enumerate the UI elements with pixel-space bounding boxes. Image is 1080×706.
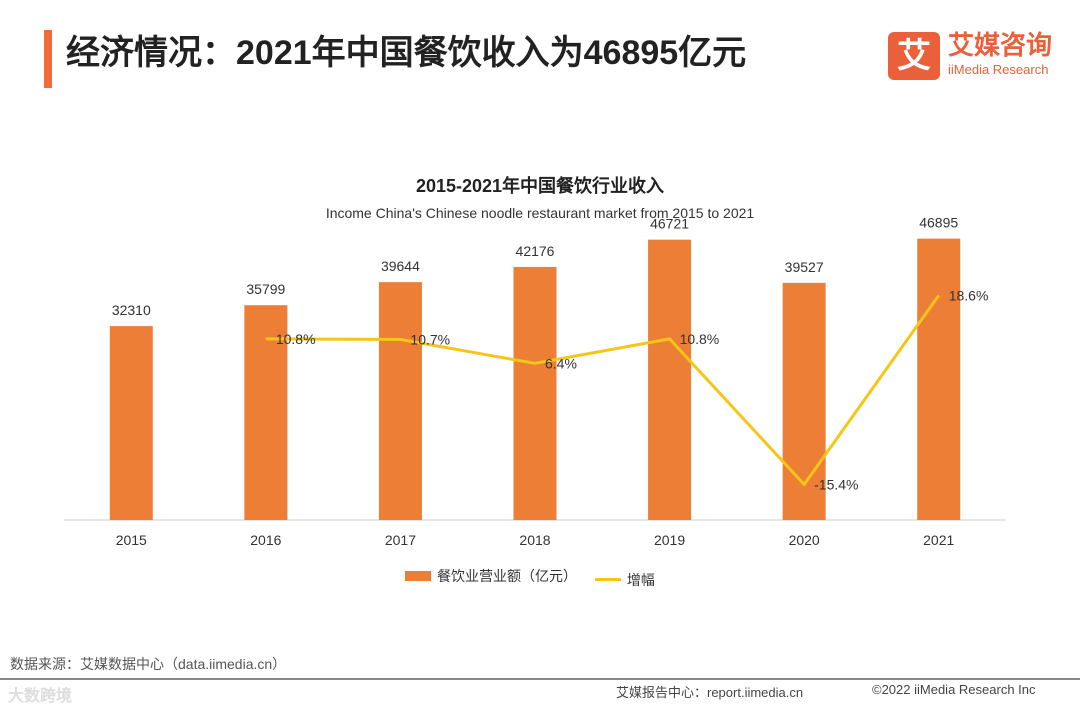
bar-value-label-2019: 46721 bbox=[650, 216, 689, 232]
title-accent-bar bbox=[44, 30, 52, 88]
x-tick-label-2019: 2019 bbox=[654, 532, 685, 548]
bar-value-label-2016: 35799 bbox=[246, 281, 285, 297]
iimedia-logo: 艾 艾媒咨询 iiMedia Research bbox=[888, 28, 1068, 84]
chart-subtitle: Income China's Chinese noodle restaurant… bbox=[325, 205, 755, 221]
growth-label-2020: -15.4% bbox=[814, 476, 858, 492]
x-tick-label-2018: 2018 bbox=[519, 532, 550, 548]
bar-2016 bbox=[244, 305, 288, 520]
x-tick-label-2015: 2015 bbox=[116, 532, 147, 548]
bar-value-label-2021: 46895 bbox=[919, 215, 958, 231]
chart-legend: 餐饮业营业额（亿元） 增幅 bbox=[405, 566, 669, 590]
legend-bar-swatch bbox=[405, 571, 431, 581]
growth-label-2021: 18.6% bbox=[949, 288, 989, 304]
x-tick-label-2017: 2017 bbox=[385, 532, 416, 548]
copyright: ©2022 iiMedia Research Inc bbox=[872, 682, 1036, 697]
data-source: 数据来源：艾媒数据中心（data.iimedia.cn） bbox=[10, 656, 287, 672]
legend-label-revenue: 餐饮业营业额（亿元） bbox=[437, 568, 577, 584]
footer-divider bbox=[0, 678, 1080, 680]
x-tick-label-2020: 2020 bbox=[789, 532, 820, 548]
growth-line bbox=[265, 294, 940, 486]
growth-label-2016: 10.8% bbox=[276, 331, 316, 347]
logo-name-cn: 艾媒咨询 bbox=[948, 30, 1053, 60]
bar-2020 bbox=[782, 282, 826, 520]
bar-2017 bbox=[378, 282, 422, 520]
bar-value-label-2020: 39527 bbox=[785, 259, 824, 275]
report-center-link[interactable]: 艾媒报告中心：report.iimedia.cn bbox=[616, 685, 804, 700]
bar-value-label-2015: 32310 bbox=[112, 302, 151, 318]
x-tick-label-2016: 2016 bbox=[250, 532, 281, 548]
bar-2015 bbox=[109, 326, 153, 520]
page-title: 经济情况：2021年中国餐饮收入为46895亿元 bbox=[66, 34, 747, 72]
legend-label-growth: 增幅 bbox=[626, 571, 655, 588]
legend-line-swatch bbox=[594, 578, 621, 581]
x-tick-label-2021: 2021 bbox=[923, 532, 954, 548]
bar-value-label-2018: 42176 bbox=[516, 243, 555, 259]
logo-name-en: iiMedia Research bbox=[948, 62, 1049, 77]
growth-label-2018: 6.4% bbox=[545, 355, 577, 371]
growth-label-2017: 10.7% bbox=[410, 331, 450, 347]
growth-label-2019: 10.8% bbox=[680, 331, 720, 347]
legend-item-revenue: 餐饮业营业额（亿元） bbox=[405, 566, 577, 586]
bar-2018 bbox=[513, 266, 557, 520]
legend-item-growth: 增幅 bbox=[594, 570, 655, 590]
watermark: 大数跨境 bbox=[8, 688, 73, 705]
chart-title: 2015-2021年中国餐饮行业收入 bbox=[415, 176, 665, 196]
bar-2021 bbox=[917, 238, 961, 520]
bar-2019 bbox=[648, 239, 692, 520]
bar-value-label-2017: 39644 bbox=[381, 258, 420, 274]
logo-mark: 艾 bbox=[888, 32, 940, 80]
